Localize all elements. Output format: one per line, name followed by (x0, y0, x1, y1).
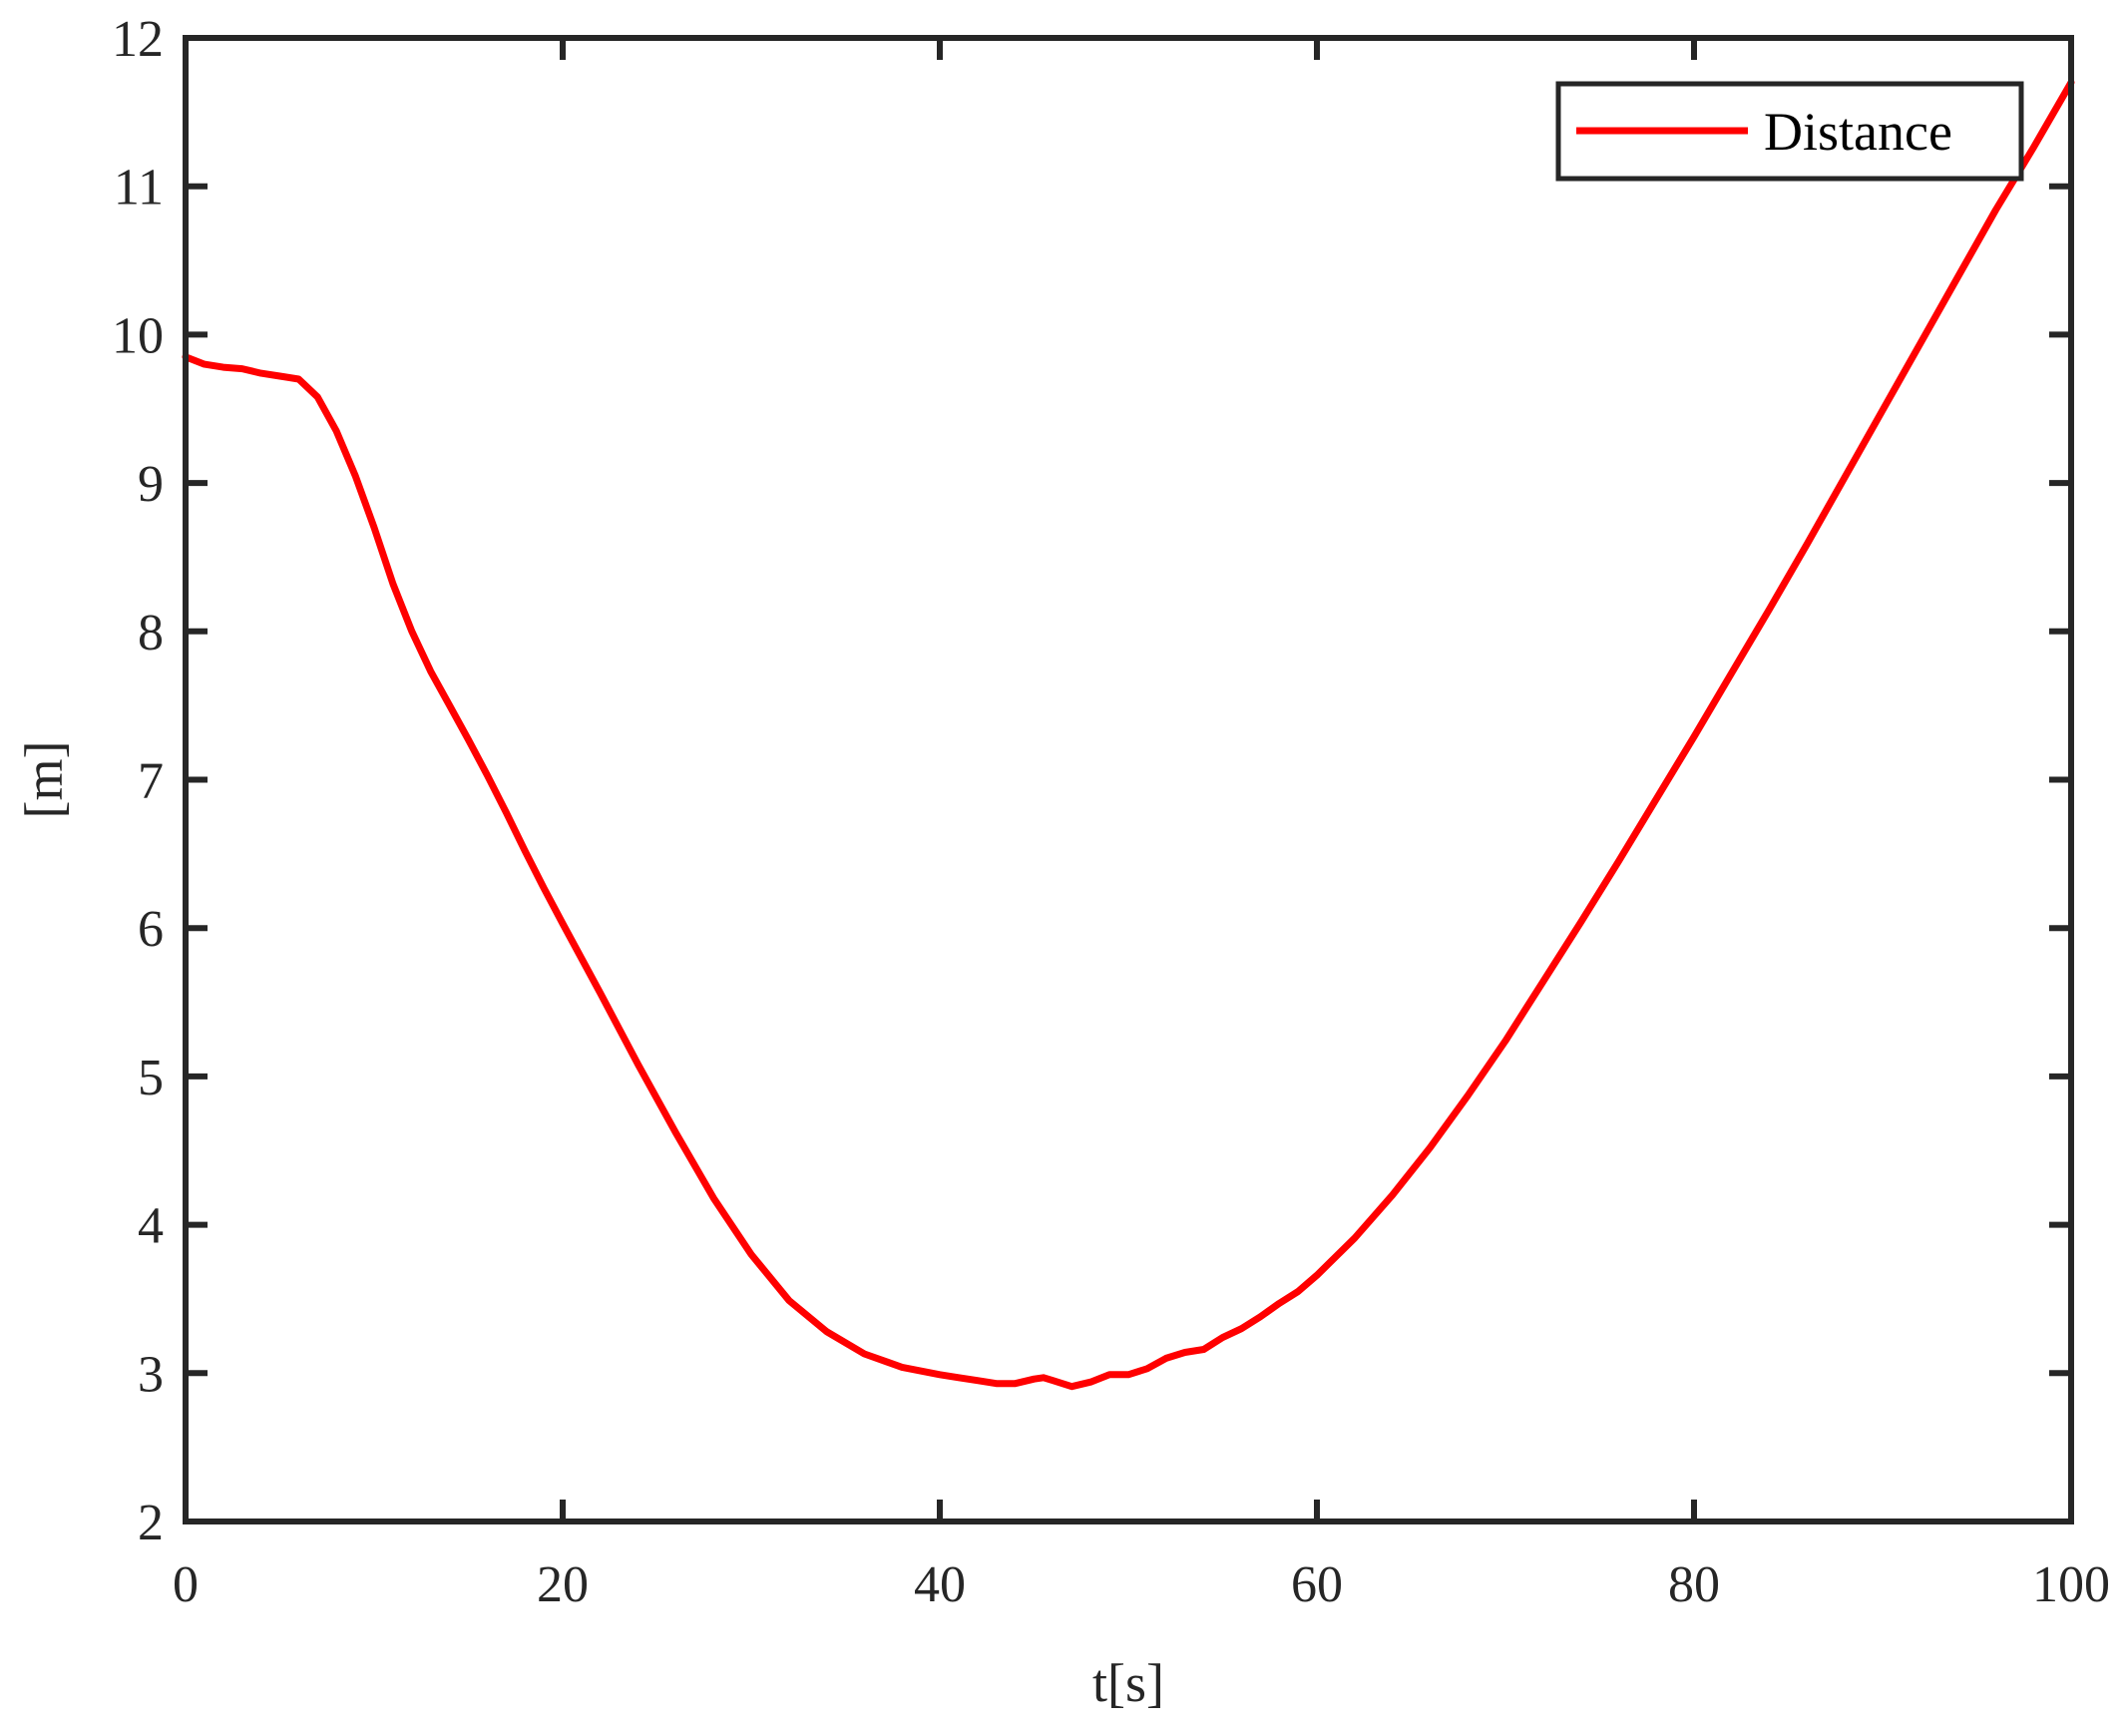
x-tick-label: 20 (537, 1556, 589, 1613)
y-tick-label: 11 (114, 160, 164, 217)
y-tick-label: 12 (112, 11, 164, 68)
y-tick-label: 3 (138, 1346, 164, 1403)
series-layer (182, 79, 2075, 1391)
y-tick-label: 7 (138, 753, 164, 810)
x-tick-label: 60 (1291, 1556, 1343, 1613)
y-tick-label: 10 (112, 307, 164, 364)
y-tick-label: 6 (138, 901, 164, 958)
x-tick-label: 80 (1668, 1556, 1720, 1613)
y-tick-label: 2 (138, 1495, 164, 1551)
y-axis-label: [m] (14, 741, 74, 819)
y-tick-label: 4 (138, 1198, 164, 1255)
y-tick-label: 9 (138, 456, 164, 513)
legend-label-distance: Distance (1764, 102, 1952, 162)
y-tick-label: 8 (138, 605, 164, 661)
x-axis-label: t[s] (1092, 1653, 1164, 1713)
x-tick-label: 100 (2032, 1556, 2110, 1613)
tick-labels: 0 20 40 60 80 100 2 3 4 5 6 7 8 9 10 11 12 (112, 11, 2110, 1613)
legend: Distance (1555, 81, 2024, 182)
plot-area-frame (183, 35, 2074, 1524)
y-tick-label: 5 (138, 1050, 164, 1106)
x-tick-label: 40 (914, 1556, 966, 1613)
x-tick-label: 0 (173, 1556, 199, 1613)
series-line-distance (182, 79, 2075, 1391)
